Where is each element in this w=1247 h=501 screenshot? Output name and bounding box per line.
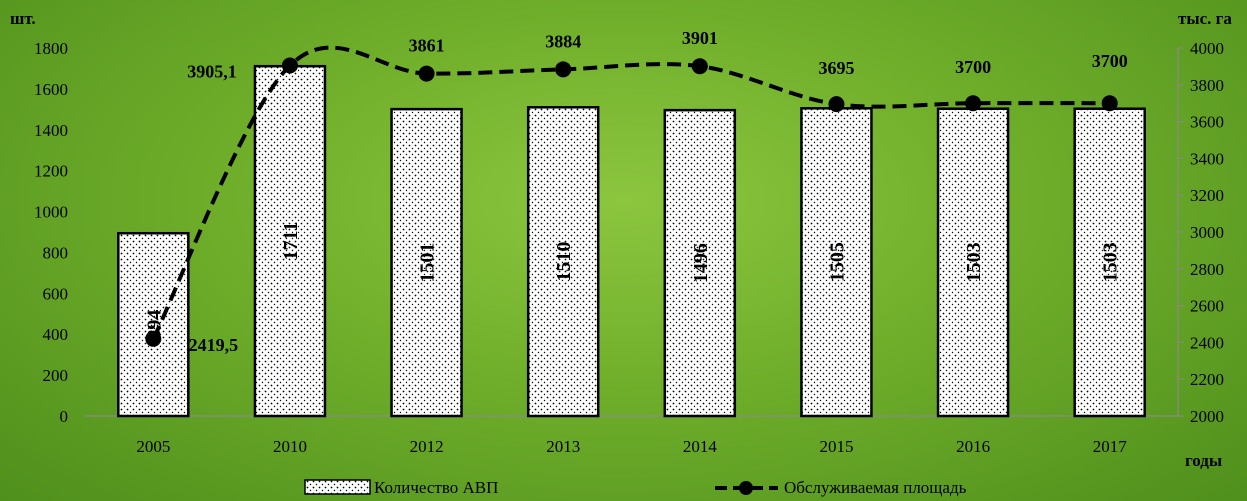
line-value-label: 3861 xyxy=(409,36,445,56)
x-tick-label: 2010 xyxy=(273,437,307,456)
line-series-path xyxy=(151,45,1110,340)
y-left-ticks: 0 200 400 600 800 1000 1200 1400 1600 1800 xyxy=(34,39,68,426)
line-series xyxy=(145,45,1118,347)
bar-value-label: 1510 xyxy=(553,242,575,282)
y-right-tick-label: 3600 xyxy=(1190,113,1224,132)
y-left-tick-label: 1600 xyxy=(34,80,68,99)
bar-value-label: 1711 xyxy=(280,222,302,261)
y-right-tick-label: 2400 xyxy=(1190,333,1224,352)
y-right-tick-label: 2800 xyxy=(1190,260,1224,279)
line-point xyxy=(965,95,982,112)
bar xyxy=(526,106,600,418)
y-right-tick-label: 2600 xyxy=(1190,297,1224,316)
line-point xyxy=(418,65,435,82)
bar-value-label: 1503 xyxy=(1100,242,1122,282)
y-left-unit-label: шт. xyxy=(10,9,36,28)
x-tick-label: 2015 xyxy=(819,437,853,456)
bar-value-label: 894 xyxy=(143,310,165,340)
bar xyxy=(117,231,190,418)
y-right-unit-label: тыс. га xyxy=(1178,9,1232,28)
bar xyxy=(390,107,463,418)
line-value-label: 3884 xyxy=(545,31,581,51)
bars xyxy=(117,64,1146,418)
bar-value-label: 1503 xyxy=(963,242,985,282)
x-tick-label: 2017 xyxy=(1093,437,1128,456)
bar xyxy=(253,64,327,418)
y-right-tick-label: 3200 xyxy=(1190,186,1224,205)
bar-value-label: 1505 xyxy=(826,242,848,282)
y-right-tick-label: 3400 xyxy=(1190,149,1224,168)
line-value-label: 2419,5 xyxy=(189,335,239,355)
y-left-tick-label: 1400 xyxy=(34,121,68,140)
x-tick-label: 2005 xyxy=(136,437,170,456)
y-left-tick-label: 1000 xyxy=(34,203,68,222)
line-value-label: 3700 xyxy=(1092,51,1128,71)
bar xyxy=(936,107,1010,418)
y-left-tick-label: 0 xyxy=(60,407,69,426)
legend-bar-swatch xyxy=(304,479,371,495)
line-point xyxy=(145,330,162,347)
line-point xyxy=(555,61,572,78)
x-tick-label: 2012 xyxy=(410,437,444,456)
line-point xyxy=(281,57,298,74)
line-point xyxy=(828,96,845,113)
y-right-tick-label: 3000 xyxy=(1190,223,1224,242)
y-right-tick-label: 2200 xyxy=(1190,370,1224,389)
y-left-tick-label: 800 xyxy=(43,243,69,262)
line-point xyxy=(691,58,708,75)
bar-value-label: 1496 xyxy=(690,243,712,283)
y-right-tick-label: 3800 xyxy=(1190,76,1224,95)
line-value-label: 3901 xyxy=(682,28,718,48)
bar-value-labels: 894 1711 1501 1510 1496 1505 1503 1503 xyxy=(143,222,1121,340)
legend: Количество АВП Обслуживаемая площадь xyxy=(304,478,967,497)
y-left-tick-label: 1200 xyxy=(34,162,68,181)
x-tick-labels: 2005 2010 2012 2013 2014 2015 2016 2017 xyxy=(136,437,1127,456)
line-value-label: 3700 xyxy=(955,57,991,77)
axes xyxy=(85,48,1179,417)
bar-value-label: 1501 xyxy=(417,243,439,283)
y-left-tick-label: 1800 xyxy=(34,39,68,58)
x-tick-label: 2014 xyxy=(683,437,718,456)
x-axis-title: годы xyxy=(1185,451,1222,470)
line-point xyxy=(1101,95,1118,112)
line-value-label: 3695 xyxy=(818,58,854,78)
legend-line-marker xyxy=(739,481,753,495)
x-tick-label: 2013 xyxy=(546,437,580,456)
y-right-ticks: 2000 2200 2400 2600 2800 3000 3200 3400 3600 3800… xyxy=(1178,39,1224,426)
line-value-label: 3905,1 xyxy=(187,61,237,81)
bar xyxy=(663,108,737,418)
y-left-tick-label: 200 xyxy=(43,366,69,385)
y-right-tick-label: 2000 xyxy=(1190,407,1224,426)
y-left-tick-label: 400 xyxy=(43,325,69,344)
y-left-tick-label: 600 xyxy=(43,284,69,303)
x-tick-label: 2016 xyxy=(956,437,990,456)
legend-line-label: Обслуживаемая площадь xyxy=(784,478,967,497)
line-value-labels: 2419,5 3905,1 3861 3884 3901 3695 3700 3700 xyxy=(187,28,1128,355)
y-right-tick-label: 4000 xyxy=(1190,39,1224,58)
bar xyxy=(800,107,873,418)
legend-bar-label: Количество АВП xyxy=(374,478,498,497)
bar xyxy=(1073,107,1146,418)
